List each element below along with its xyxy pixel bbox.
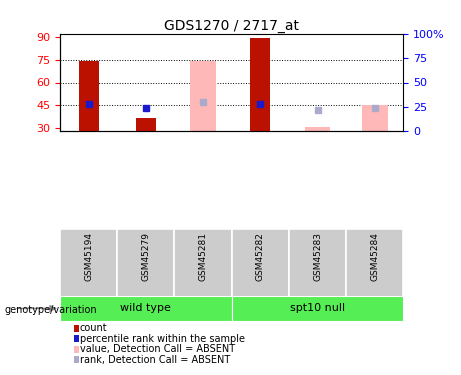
- Text: GSM45279: GSM45279: [141, 232, 150, 281]
- Bar: [362, 105, 388, 131]
- Bar: [117, 229, 174, 298]
- Bar: [60, 229, 117, 298]
- Text: percentile rank within the sample: percentile rank within the sample: [80, 334, 245, 344]
- Bar: [250, 38, 270, 131]
- Bar: [305, 127, 331, 131]
- Text: rank, Detection Call = ABSENT: rank, Detection Call = ABSENT: [80, 355, 230, 364]
- Text: GSM45194: GSM45194: [84, 232, 93, 281]
- Bar: [174, 229, 231, 298]
- Text: genotype/variation: genotype/variation: [5, 305, 97, 315]
- Text: GSM45284: GSM45284: [370, 232, 379, 281]
- Bar: [346, 229, 403, 298]
- Text: wild type: wild type: [120, 303, 171, 313]
- Text: GSM45281: GSM45281: [199, 232, 207, 281]
- Text: spt10 null: spt10 null: [290, 303, 345, 313]
- Bar: [136, 117, 156, 131]
- Text: GSM45282: GSM45282: [256, 232, 265, 281]
- Text: value, Detection Call = ABSENT: value, Detection Call = ABSENT: [80, 344, 235, 354]
- Bar: [231, 229, 289, 298]
- Title: GDS1270 / 2717_at: GDS1270 / 2717_at: [164, 19, 299, 33]
- Bar: [231, 296, 403, 321]
- Text: count: count: [80, 323, 107, 333]
- Bar: [78, 61, 99, 131]
- Bar: [190, 61, 216, 131]
- Bar: [60, 296, 231, 321]
- Bar: [289, 229, 346, 298]
- Text: GSM45283: GSM45283: [313, 232, 322, 281]
